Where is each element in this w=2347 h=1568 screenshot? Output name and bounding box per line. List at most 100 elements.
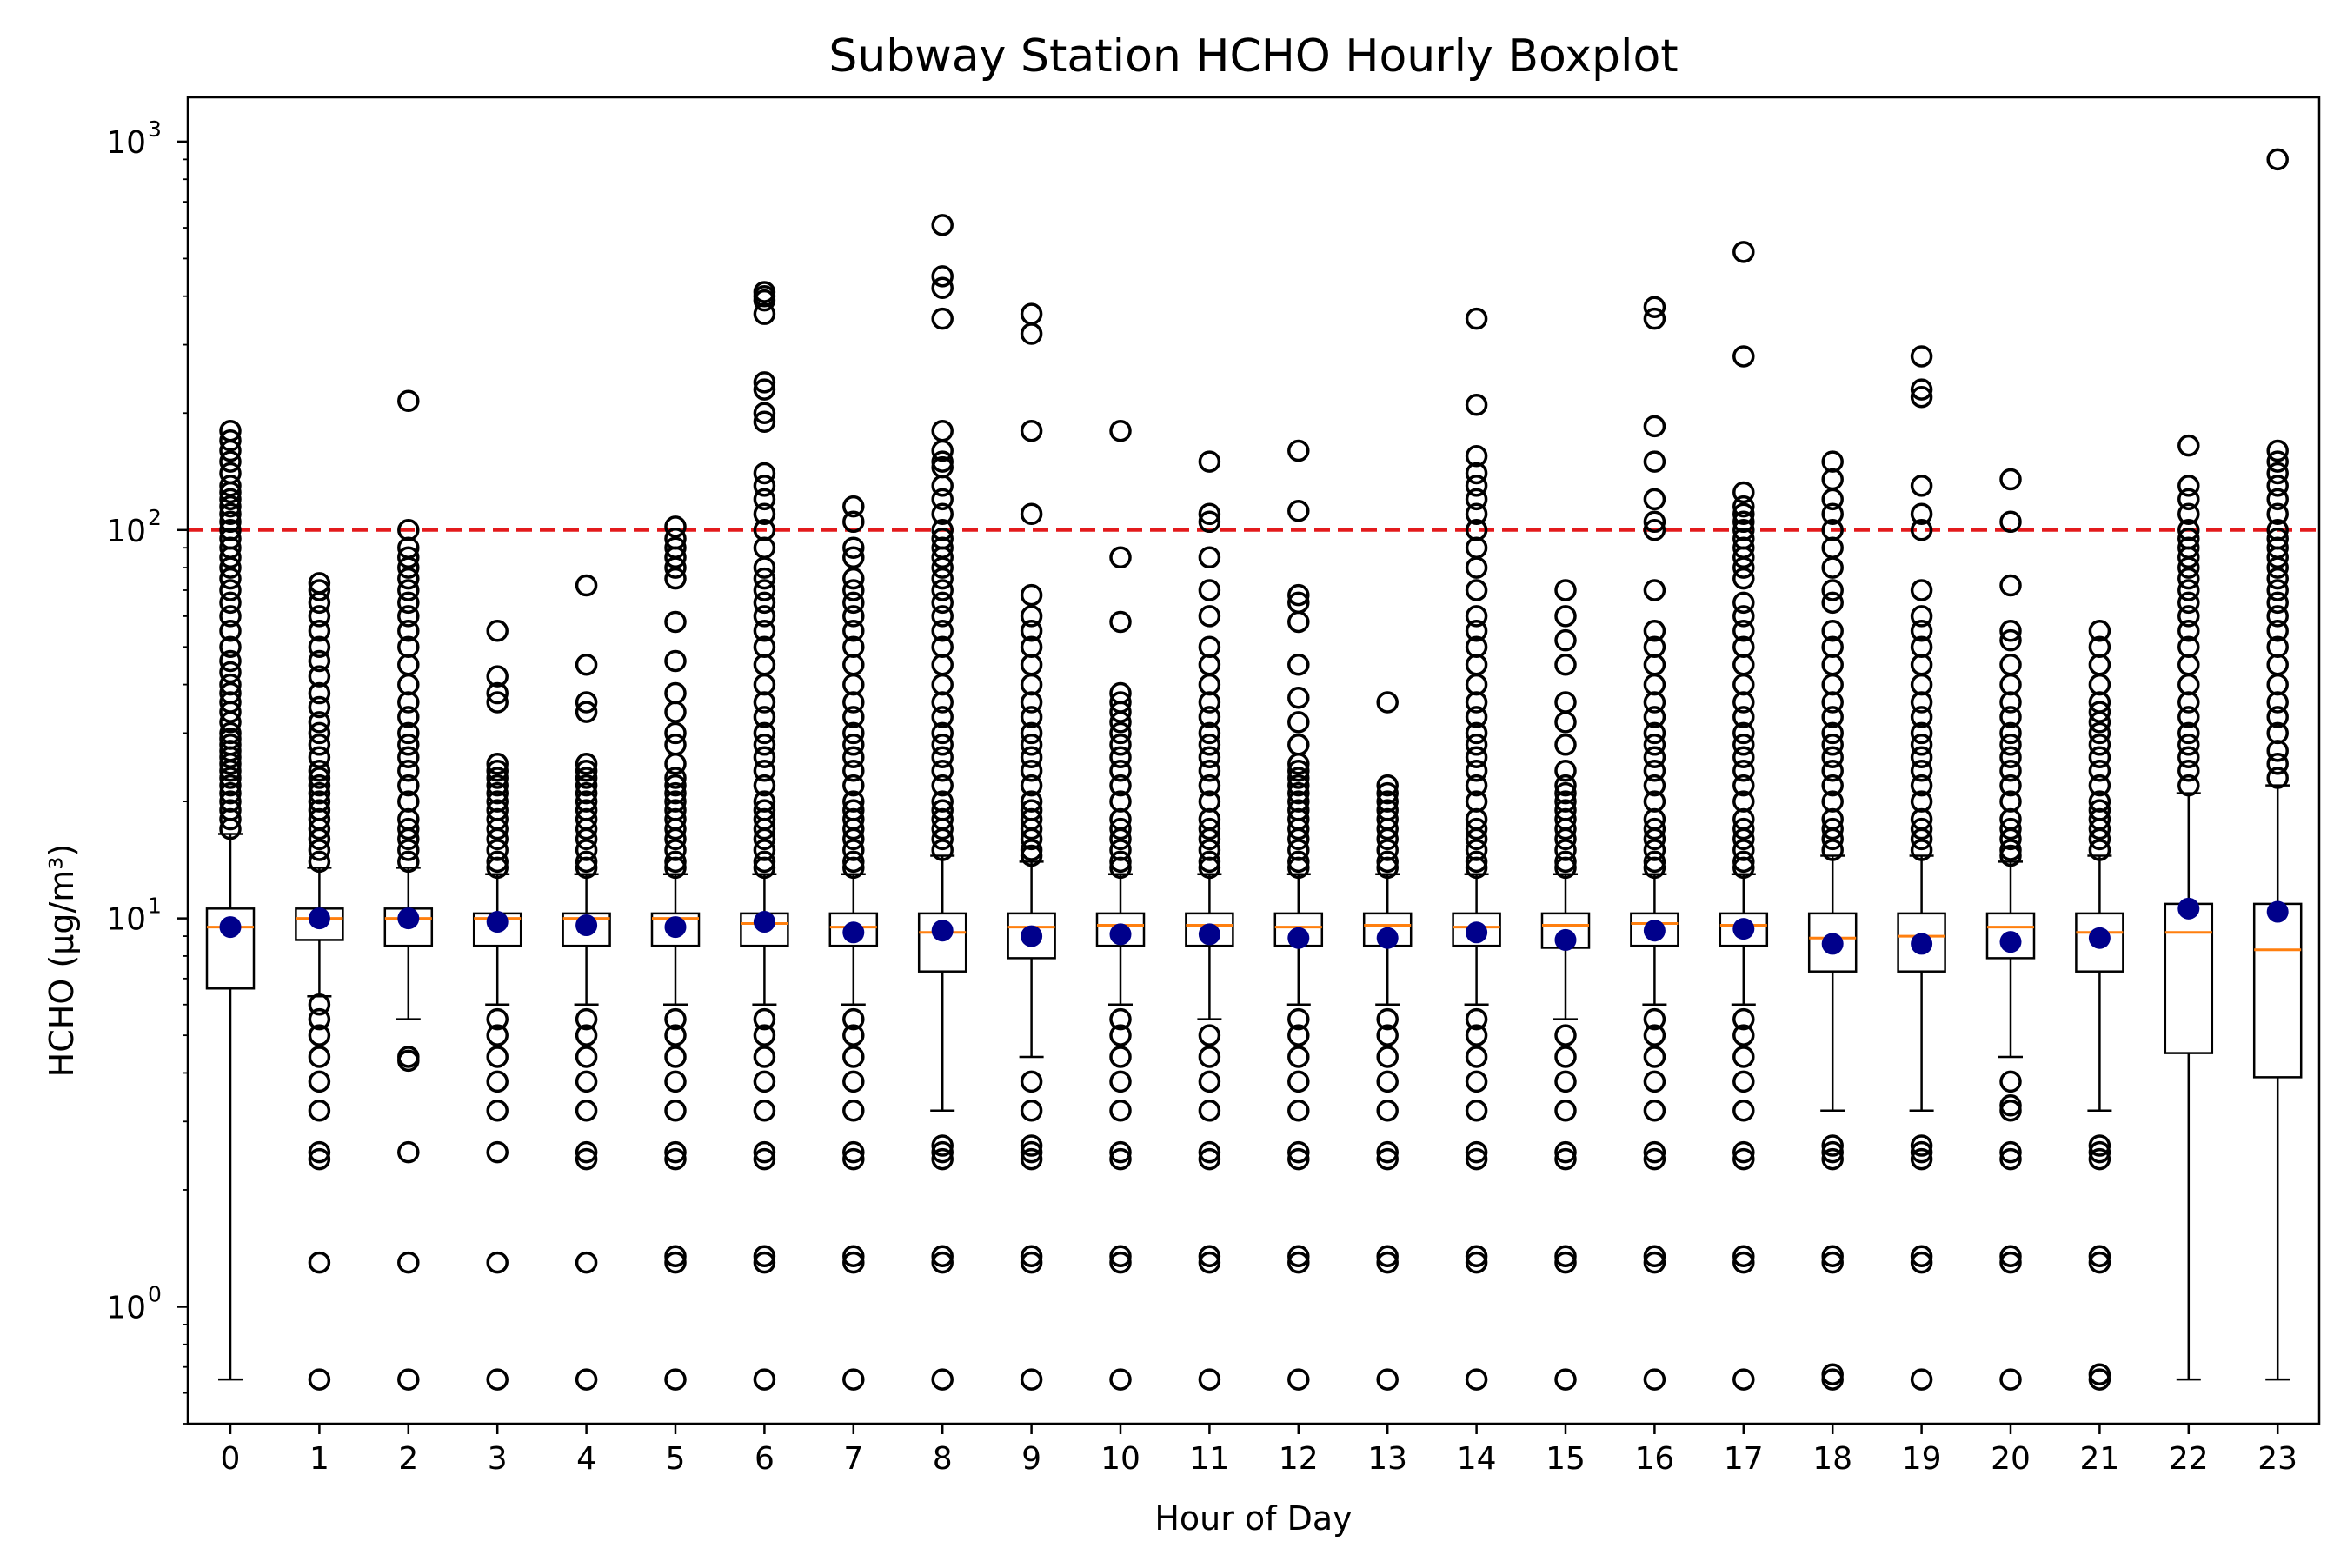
outlier-point — [1287, 1147, 1310, 1171]
x-tick-label: 12 — [1279, 1441, 1319, 1477]
outlier-point — [1999, 510, 2022, 534]
outlier-point — [1376, 799, 1399, 821]
outlier-point — [931, 620, 954, 642]
outlier-point — [486, 1046, 509, 1068]
outlier-point — [1643, 510, 1666, 534]
outlier-point — [931, 1251, 954, 1274]
outlier-point — [397, 746, 420, 768]
outlier-point — [486, 759, 509, 782]
outlier-point — [1287, 781, 1310, 805]
outlier-point — [931, 455, 954, 479]
outlier-point — [308, 790, 331, 813]
outlier-point — [1109, 839, 1132, 861]
outlier-point — [1910, 386, 1933, 409]
mean-point — [931, 920, 954, 942]
outlier-point — [1376, 781, 1399, 805]
outlier-point — [2177, 502, 2200, 526]
outlier-point — [931, 1147, 954, 1171]
outlier-point — [1554, 839, 1577, 861]
outlier-point — [1821, 1245, 1844, 1267]
outlier-point — [842, 1070, 865, 1093]
outlier-point — [664, 527, 687, 550]
outlier-point — [2266, 488, 2289, 511]
outlier-point — [308, 1046, 331, 1068]
outlier-point — [397, 721, 420, 745]
iqr-box — [562, 912, 611, 947]
outlier-point — [931, 1140, 954, 1164]
outlier-point — [931, 605, 954, 628]
outlier-point — [1376, 1245, 1399, 1267]
box-hour-22 — [2164, 434, 2214, 1381]
outlier-point — [931, 579, 954, 601]
outlier-point — [397, 635, 420, 659]
outlier-point — [2088, 774, 2111, 797]
outlier-point — [1821, 450, 1844, 473]
chart-title: Subway Station HCHO Hourly Boxplot — [828, 30, 1678, 83]
outlier-point — [575, 759, 598, 782]
outlier-point — [1198, 450, 1221, 473]
x-tick-label: 15 — [1546, 1441, 1586, 1477]
outlier-point — [664, 610, 687, 634]
outlier-point — [486, 767, 509, 789]
outlier-point — [308, 681, 331, 705]
outlier-point — [1287, 774, 1310, 797]
outlier-point — [486, 1251, 509, 1274]
outlier-point — [1554, 605, 1577, 628]
outlier-point — [664, 1046, 687, 1068]
outlier-point — [1020, 635, 1043, 659]
box-hour-3 — [472, 620, 522, 1391]
outlier-point — [575, 1251, 598, 1274]
outlier-point — [1554, 790, 1577, 813]
x-tick-label: 6 — [755, 1441, 775, 1477]
outlier-point — [931, 799, 954, 821]
outlier-point — [2177, 527, 2200, 550]
mean-point — [1999, 931, 2022, 953]
outlier-point — [2177, 567, 2200, 590]
mean-point — [753, 911, 775, 933]
outlier-point — [308, 1100, 331, 1122]
outlier-point — [575, 850, 598, 874]
outlier-point — [842, 1147, 865, 1171]
outlier-point — [753, 591, 776, 615]
outlier-point — [1465, 635, 1488, 659]
outlier-point — [1109, 1147, 1132, 1171]
outlier-point — [219, 734, 242, 756]
outlier-point — [575, 1024, 598, 1046]
outlier-point — [575, 1368, 598, 1391]
outlier-point — [664, 1251, 687, 1274]
outlier-point — [1287, 591, 1310, 615]
outlier-point — [1732, 510, 1755, 534]
outlier-point — [1198, 1024, 1221, 1046]
outlier-point — [1999, 1147, 2022, 1171]
outlier-point — [397, 579, 420, 601]
outlier-point — [1732, 817, 1755, 840]
iqr-box — [2075, 912, 2124, 973]
outlier-point — [753, 378, 776, 401]
outlier-point — [1821, 579, 1844, 601]
outlier-point — [1376, 1007, 1399, 1031]
outlier-point — [1465, 488, 1488, 511]
outlier-point — [664, 1024, 687, 1046]
outlier-point — [1732, 850, 1755, 874]
box-hour-7 — [828, 495, 879, 1391]
outlier-point — [1020, 620, 1043, 642]
outlier-point — [397, 389, 420, 412]
outlier-point — [1465, 734, 1488, 756]
outlier-point — [1643, 839, 1666, 861]
outlier-point — [2088, 790, 2111, 813]
outlier-point — [1109, 1251, 1132, 1274]
box-hour-14 — [1452, 307, 1501, 1391]
outlier-point — [1999, 628, 2022, 652]
outlier-point — [1198, 774, 1221, 797]
box-hour-0 — [205, 419, 256, 1381]
outlier-point — [1020, 1245, 1043, 1267]
outlier-point — [308, 734, 331, 756]
outlier-point — [1287, 850, 1310, 874]
outlier-point — [1910, 790, 1933, 813]
outlier-point — [486, 665, 509, 688]
mean-point — [1376, 927, 1399, 949]
outlier-point — [664, 774, 687, 797]
outlier-point — [842, 799, 865, 821]
outlier-point — [486, 620, 509, 642]
outlier-point — [397, 839, 420, 861]
